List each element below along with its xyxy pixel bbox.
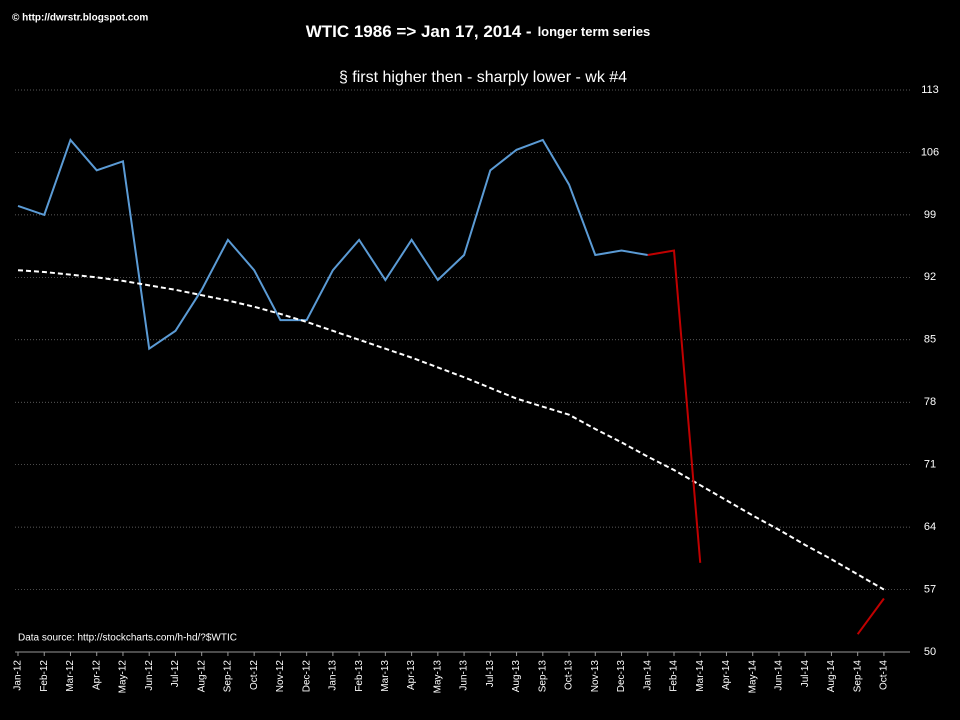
y-tick-label: 99: [924, 209, 936, 221]
x-tick-label: Feb-12: [39, 660, 50, 692]
x-tick-label: Jul-13: [485, 660, 496, 688]
credit: © http://dwrstr.blogspot.com: [12, 13, 148, 24]
x-tick-label: May-14: [747, 660, 758, 694]
x-tick-label: May-13: [432, 660, 443, 694]
x-tick-label: Dec-13: [616, 660, 627, 693]
x-tick-label: Aug-14: [826, 660, 837, 693]
x-tick-label: Oct-14: [879, 660, 890, 690]
x-tick-label: Apr-13: [406, 660, 417, 690]
source-note: Data source: http://stockcharts.com/h-hd…: [18, 633, 237, 644]
y-tick-label: 106: [921, 146, 939, 158]
x-tick-label: Jan-14: [642, 660, 653, 691]
x-tick-label: Feb-14: [669, 660, 680, 692]
series-line: [17, 137, 648, 351]
x-tick-label: Apr-12: [91, 660, 102, 690]
y-tick-label: 50: [924, 646, 936, 658]
x-tick-label: Oct-12: [249, 660, 260, 690]
x-tick-label: Jan-13: [328, 660, 339, 691]
x-tick-label: Jun-13: [459, 660, 470, 691]
series-line: [17, 269, 885, 591]
x-tick-label: Jan-12: [13, 660, 24, 691]
x-tick-label: Aug-13: [511, 660, 522, 693]
x-tick-label: Jul-14: [800, 660, 811, 688]
x-tick-label: Sep-13: [537, 660, 548, 693]
y-tick-label: 78: [924, 396, 936, 408]
x-tick-label: Jun-12: [144, 660, 155, 691]
x-tick-label: Mar-14: [695, 660, 706, 692]
title-main: WTIC 1986 => Jan 17, 2014 -: [306, 22, 532, 41]
title-suffix: longer term series: [538, 24, 651, 39]
x-tick-label: Mar-12: [65, 660, 76, 692]
y-tick-label: 85: [924, 334, 936, 346]
x-tick-label: Aug-12: [196, 660, 207, 693]
x-tick-label: May-12: [118, 660, 129, 694]
x-tick-label: Apr-14: [721, 660, 732, 690]
series-line: [856, 597, 885, 635]
y-tick-label: 113: [921, 84, 939, 96]
y-tick-label: 64: [924, 521, 936, 533]
x-tick-label: Mar-13: [380, 660, 391, 692]
series-line: [647, 249, 702, 563]
x-tick-label: Sep-12: [223, 660, 234, 693]
x-tick-label: Nov-12: [275, 660, 286, 693]
x-tick-label: Oct-13: [564, 660, 575, 690]
chart-title: WTIC 1986 => Jan 17, 2014 - longer term s…: [306, 22, 651, 41]
x-tick-label: Nov-13: [590, 660, 601, 693]
y-tick-label: 71: [924, 459, 936, 471]
y-tick-label: 57: [924, 583, 936, 595]
x-tick-label: Jun-14: [774, 660, 785, 691]
x-tick-label: Sep-14: [852, 660, 863, 693]
y-tick-label: 92: [924, 271, 936, 283]
x-tick-label: Jul-12: [170, 660, 181, 688]
subtitle: § first higher then - sharply lower - wk…: [339, 69, 627, 86]
x-tick-label: Dec-12: [301, 660, 312, 693]
x-tick-label: Feb-13: [354, 660, 365, 692]
